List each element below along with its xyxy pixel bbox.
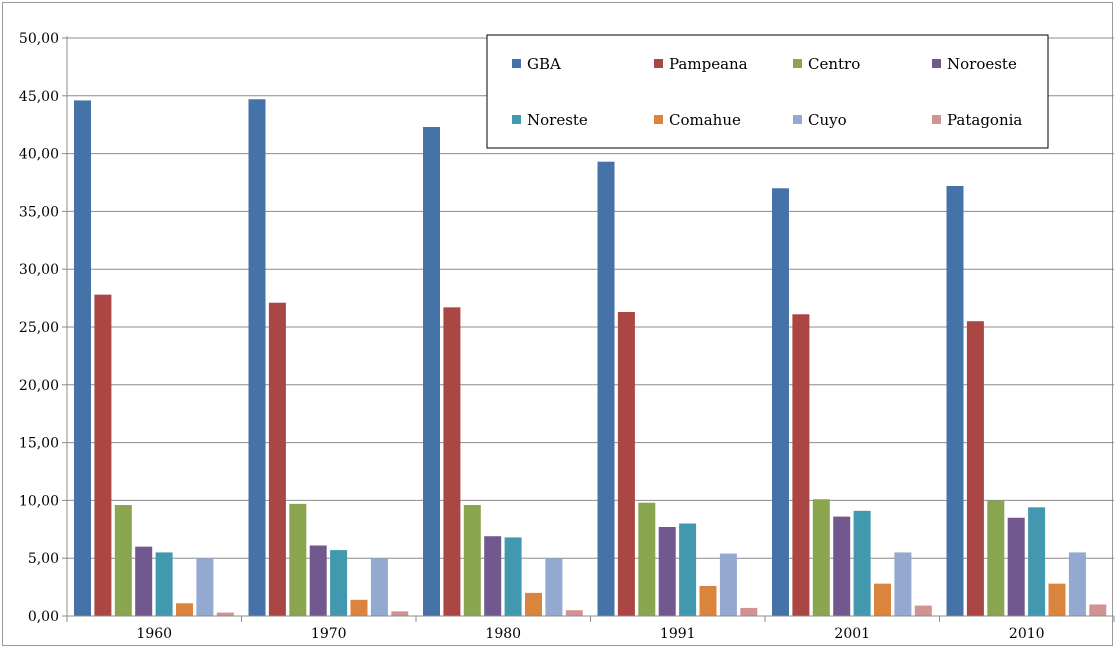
x-tick-label: 1991	[660, 626, 696, 642]
bar-centro-1980	[463, 505, 481, 616]
bar-centro-2001	[812, 499, 830, 616]
legend-box	[486, 34, 1049, 149]
legend-label: Noreste	[527, 111, 588, 129]
y-tick-label: 10,00	[19, 493, 59, 509]
bar-gba-1980	[423, 127, 440, 617]
legend-label: Comahue	[669, 111, 741, 129]
bar-noroeste-1970	[309, 545, 327, 616]
bar-comahue-1980	[525, 592, 542, 616]
legend-label: GBA	[527, 55, 561, 73]
bar-comahue-2010	[1048, 583, 1066, 616]
bar-gba-2001	[772, 188, 789, 616]
x-tick-label: 2001	[834, 626, 870, 642]
bar-centro-1970	[289, 503, 307, 616]
bar-pampeana-1980	[443, 307, 461, 616]
bar-pampeana-2001	[792, 314, 810, 616]
y-tick-label: 30,00	[19, 262, 59, 278]
bar-patagonia-1991	[740, 607, 758, 616]
bar-centro-2010	[987, 500, 1005, 616]
bar-cuyo-1991	[719, 553, 737, 616]
bar-centro-1991	[638, 502, 656, 616]
bar-gba-2010	[946, 185, 964, 616]
y-tick-label: 25,00	[19, 320, 59, 336]
legend-swatch	[512, 59, 521, 68]
legend-label: Centro	[808, 55, 860, 73]
bar-cuyo-1960	[196, 558, 214, 616]
bar-patagonia-1960	[216, 612, 234, 616]
bar-cuyo-1980	[545, 558, 563, 616]
legend-swatch	[932, 59, 941, 68]
y-tick-label: 0,00	[28, 609, 59, 625]
y-tick-label: 15,00	[19, 436, 59, 452]
y-tick-label: 40,00	[19, 147, 59, 163]
legend: GBA Pampeana Centro Noroeste Noreste Comahue C…	[486, 34, 1049, 149]
x-tick-label: 1960	[136, 626, 172, 642]
bar-noreste-2001	[853, 510, 871, 616]
bar-patagonia-2010	[1089, 604, 1107, 616]
bar-noreste-1960	[155, 552, 173, 616]
bar-noroeste-2010	[1007, 517, 1025, 616]
bar-gba-1991	[597, 161, 615, 616]
bar-noreste-1980	[504, 537, 522, 616]
y-tick-label: 45,00	[19, 89, 59, 105]
legend-swatch	[793, 115, 802, 124]
bar-noroeste-1991	[658, 526, 676, 616]
bar-pampeana-1960	[94, 294, 112, 616]
legend-label: Cuyo	[808, 111, 847, 129]
y-tick-label: 20,00	[19, 378, 59, 394]
bar-noreste-1970	[330, 550, 348, 616]
bar-gba-1970	[248, 99, 266, 616]
bar-patagonia-2001	[914, 605, 932, 616]
bar-noroeste-1980	[484, 536, 502, 616]
legend-label: Noroeste	[947, 55, 1017, 73]
y-tick-label: 50,00	[19, 31, 59, 47]
bar-pampeana-2010	[966, 321, 984, 616]
bar-cuyo-2001	[894, 552, 912, 616]
y-tick-label: 35,00	[19, 204, 59, 220]
bar-comahue-1960	[176, 603, 193, 616]
bar-patagonia-1980	[565, 610, 583, 616]
bar-noroeste-1960	[135, 546, 153, 616]
bar-pampeana-1991	[617, 311, 635, 616]
x-tick-label: 1970	[311, 626, 347, 642]
bar-gba-1960	[74, 100, 91, 616]
y-tick-label: 5,00	[28, 551, 59, 567]
x-tick-label: 2010	[1009, 626, 1045, 642]
bar-noroeste-2001	[833, 516, 851, 616]
legend-swatch	[654, 115, 663, 124]
bar-comahue-2001	[874, 583, 891, 616]
y-axis: 0,00 5,00 10,00 15,00 20,00 25,00 30,00 35,00 40…	[19, 31, 68, 625]
legend-swatch	[932, 115, 941, 124]
bar-cuyo-1970	[370, 558, 388, 616]
legend-swatch	[512, 115, 521, 124]
bar-noreste-2010	[1028, 507, 1046, 616]
bar-comahue-1991	[699, 585, 717, 616]
bar-centro-1960	[114, 505, 132, 616]
legend-label: Pampeana	[669, 55, 748, 73]
x-axis: 1960 1970 1980 1991 2001 2010	[66, 615, 1115, 642]
bar-noreste-1991	[679, 523, 697, 616]
legend-label: Patagonia	[947, 111, 1022, 129]
legend-swatch	[793, 59, 802, 68]
bar-patagonia-1970	[391, 611, 409, 616]
bar-cuyo-2010	[1068, 552, 1086, 616]
x-tick-label: 1980	[485, 626, 521, 642]
legend-swatch	[654, 59, 663, 68]
bars	[74, 99, 1107, 617]
bar-pampeana-1970	[268, 302, 286, 616]
bar-comahue-1970	[350, 599, 368, 616]
